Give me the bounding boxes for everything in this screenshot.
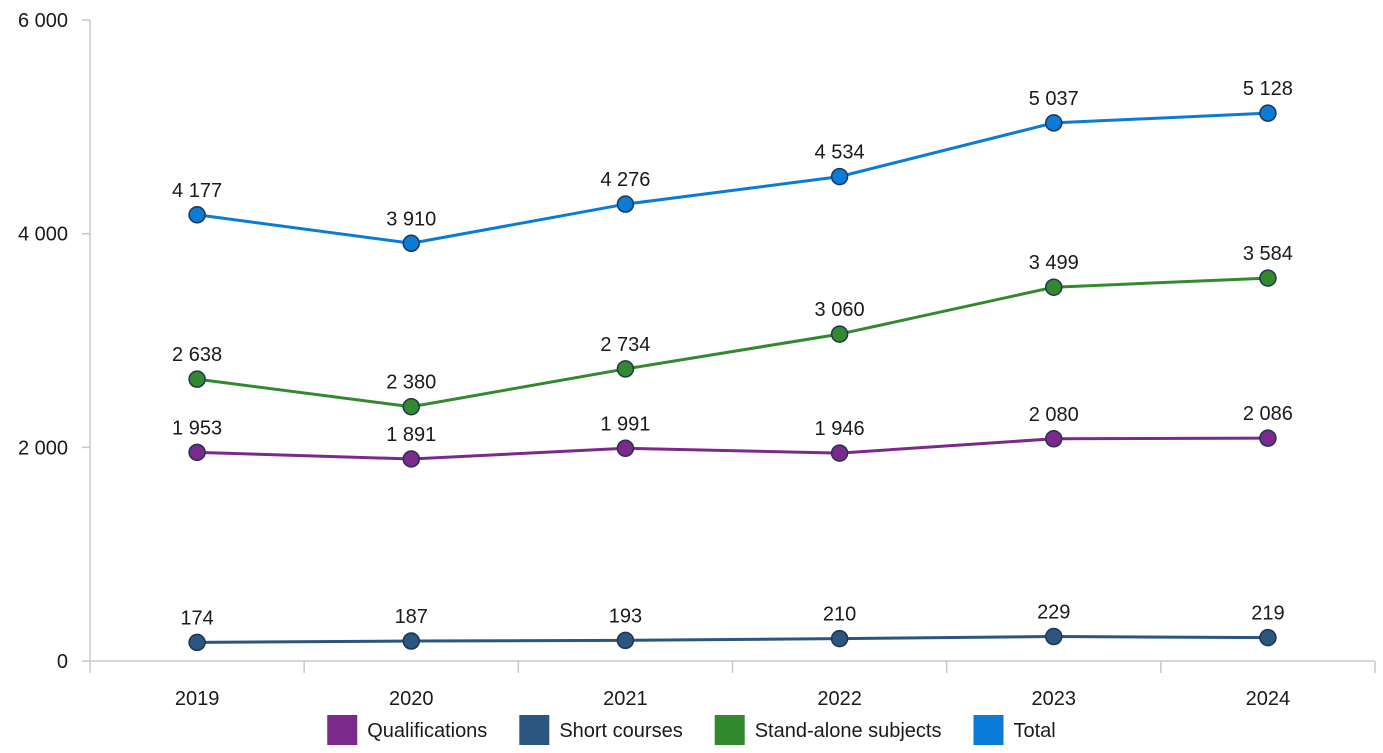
data-label-short-courses: 193	[609, 605, 642, 627]
x-tick-label: 2020	[389, 688, 434, 710]
data-label-short-courses: 187	[395, 606, 428, 628]
data-label-total: 4 177	[172, 180, 222, 202]
data-point-short-courses	[1259, 628, 1277, 647]
legend-swatch-stand-alone-subjects	[714, 715, 745, 745]
data-label-qualifications: 2 086	[1243, 403, 1293, 425]
data-label-qualifications: 2 080	[1029, 404, 1079, 426]
data-label-stand-alone-subjects: 2 638	[172, 344, 222, 366]
data-label-short-courses: 174	[180, 607, 213, 629]
x-tick-label: 2022	[817, 688, 862, 710]
y-tick-label: 4 000	[18, 224, 68, 246]
data-label-short-courses: 219	[1251, 603, 1284, 625]
data-label-short-courses: 210	[823, 604, 856, 626]
legend-label-stand-alone-subjects: Stand-alone subjects	[755, 720, 942, 742]
data-point-total	[1045, 114, 1063, 132]
series-line-stand-alone-subjects	[196, 276, 1268, 409]
data-label-total: 3 910	[386, 208, 436, 230]
legend-swatch-short-courses	[519, 715, 550, 745]
data-label-stand-alone-subjects: 3 584	[1243, 243, 1293, 265]
x-tick-label: 2021	[603, 688, 648, 710]
series-lines	[196, 111, 1268, 644]
data-point-total	[188, 206, 206, 224]
data-label-total: 4 534	[815, 142, 865, 164]
data-point-stand-alone-subjects	[188, 370, 206, 388]
legend: Qualifications Short courses Stand-alone s…	[327, 715, 1056, 745]
data-point-short-courses	[402, 632, 420, 650]
data-point-short-courses	[1045, 627, 1063, 646]
legend-label-qualifications: Qualifications	[367, 720, 487, 742]
data-label-qualifications: 1 891	[386, 424, 436, 446]
x-tick-label: 2019	[175, 688, 220, 710]
data-label-stand-alone-subjects: 2 734	[600, 334, 650, 356]
data-label-total: 5 128	[1243, 78, 1293, 100]
data-point-stand-alone-subjects	[830, 325, 849, 343]
data-label-qualifications: 1 953	[172, 417, 222, 439]
data-point-stand-alone-subjects	[616, 360, 635, 378]
data-label-short-courses: 229	[1037, 602, 1070, 624]
x-tick-label: 2024	[1246, 688, 1291, 710]
data-label-stand-alone-subjects: 2 380	[386, 372, 436, 394]
data-point-qualifications	[830, 444, 849, 462]
data-point-stand-alone-subjects	[402, 397, 420, 416]
data-point-qualifications	[616, 439, 635, 458]
data-point-stand-alone-subjects	[1045, 278, 1063, 296]
data-point-qualifications	[188, 443, 206, 462]
data-label-stand-alone-subjects: 3 499	[1029, 252, 1079, 274]
data-point-total	[402, 234, 420, 253]
data-point-short-courses	[188, 633, 206, 652]
data-label-total: 5 037	[1029, 88, 1079, 110]
data-label-qualifications: 1 991	[600, 413, 650, 435]
y-tick-label: 2 000	[18, 437, 68, 459]
legend-swatch-qualifications	[327, 715, 358, 745]
x-tick-label: 2023	[1032, 688, 1077, 710]
data-point-short-courses	[830, 629, 849, 648]
data-point-qualifications	[1259, 429, 1277, 447]
data-point-total	[616, 195, 635, 213]
y-tick-label: 0	[57, 651, 68, 673]
data-label-qualifications: 1 946	[815, 418, 865, 440]
data-point-stand-alone-subjects	[1259, 269, 1277, 287]
y-tick-label: 6 000	[18, 10, 68, 32]
series-line-total	[196, 111, 1268, 245]
data-point-total	[830, 167, 849, 186]
data-labels: 1 953 1 891 1 991 1 946 2 080 2 086 174 187 193 2…	[172, 78, 1293, 629]
data-label-total: 4 276	[600, 169, 650, 191]
legend-label-short-courses: Short courses	[559, 720, 682, 742]
legend-label-total: Total	[1014, 720, 1056, 742]
data-point-qualifications	[1045, 430, 1063, 448]
series-line-short-courses	[197, 635, 1268, 644]
axes: 0 2 000 4 000 6 000 2019 2020 2021 2022 2023 2024	[18, 10, 1376, 710]
data-point-qualifications	[402, 450, 420, 468]
data-label-stand-alone-subjects: 3 060	[815, 299, 865, 321]
data-point-short-courses	[616, 631, 635, 650]
series-line-qualifications	[197, 436, 1268, 461]
legend-swatch-total	[973, 715, 1004, 745]
series-points	[188, 104, 1277, 652]
data-point-total	[1259, 104, 1277, 122]
